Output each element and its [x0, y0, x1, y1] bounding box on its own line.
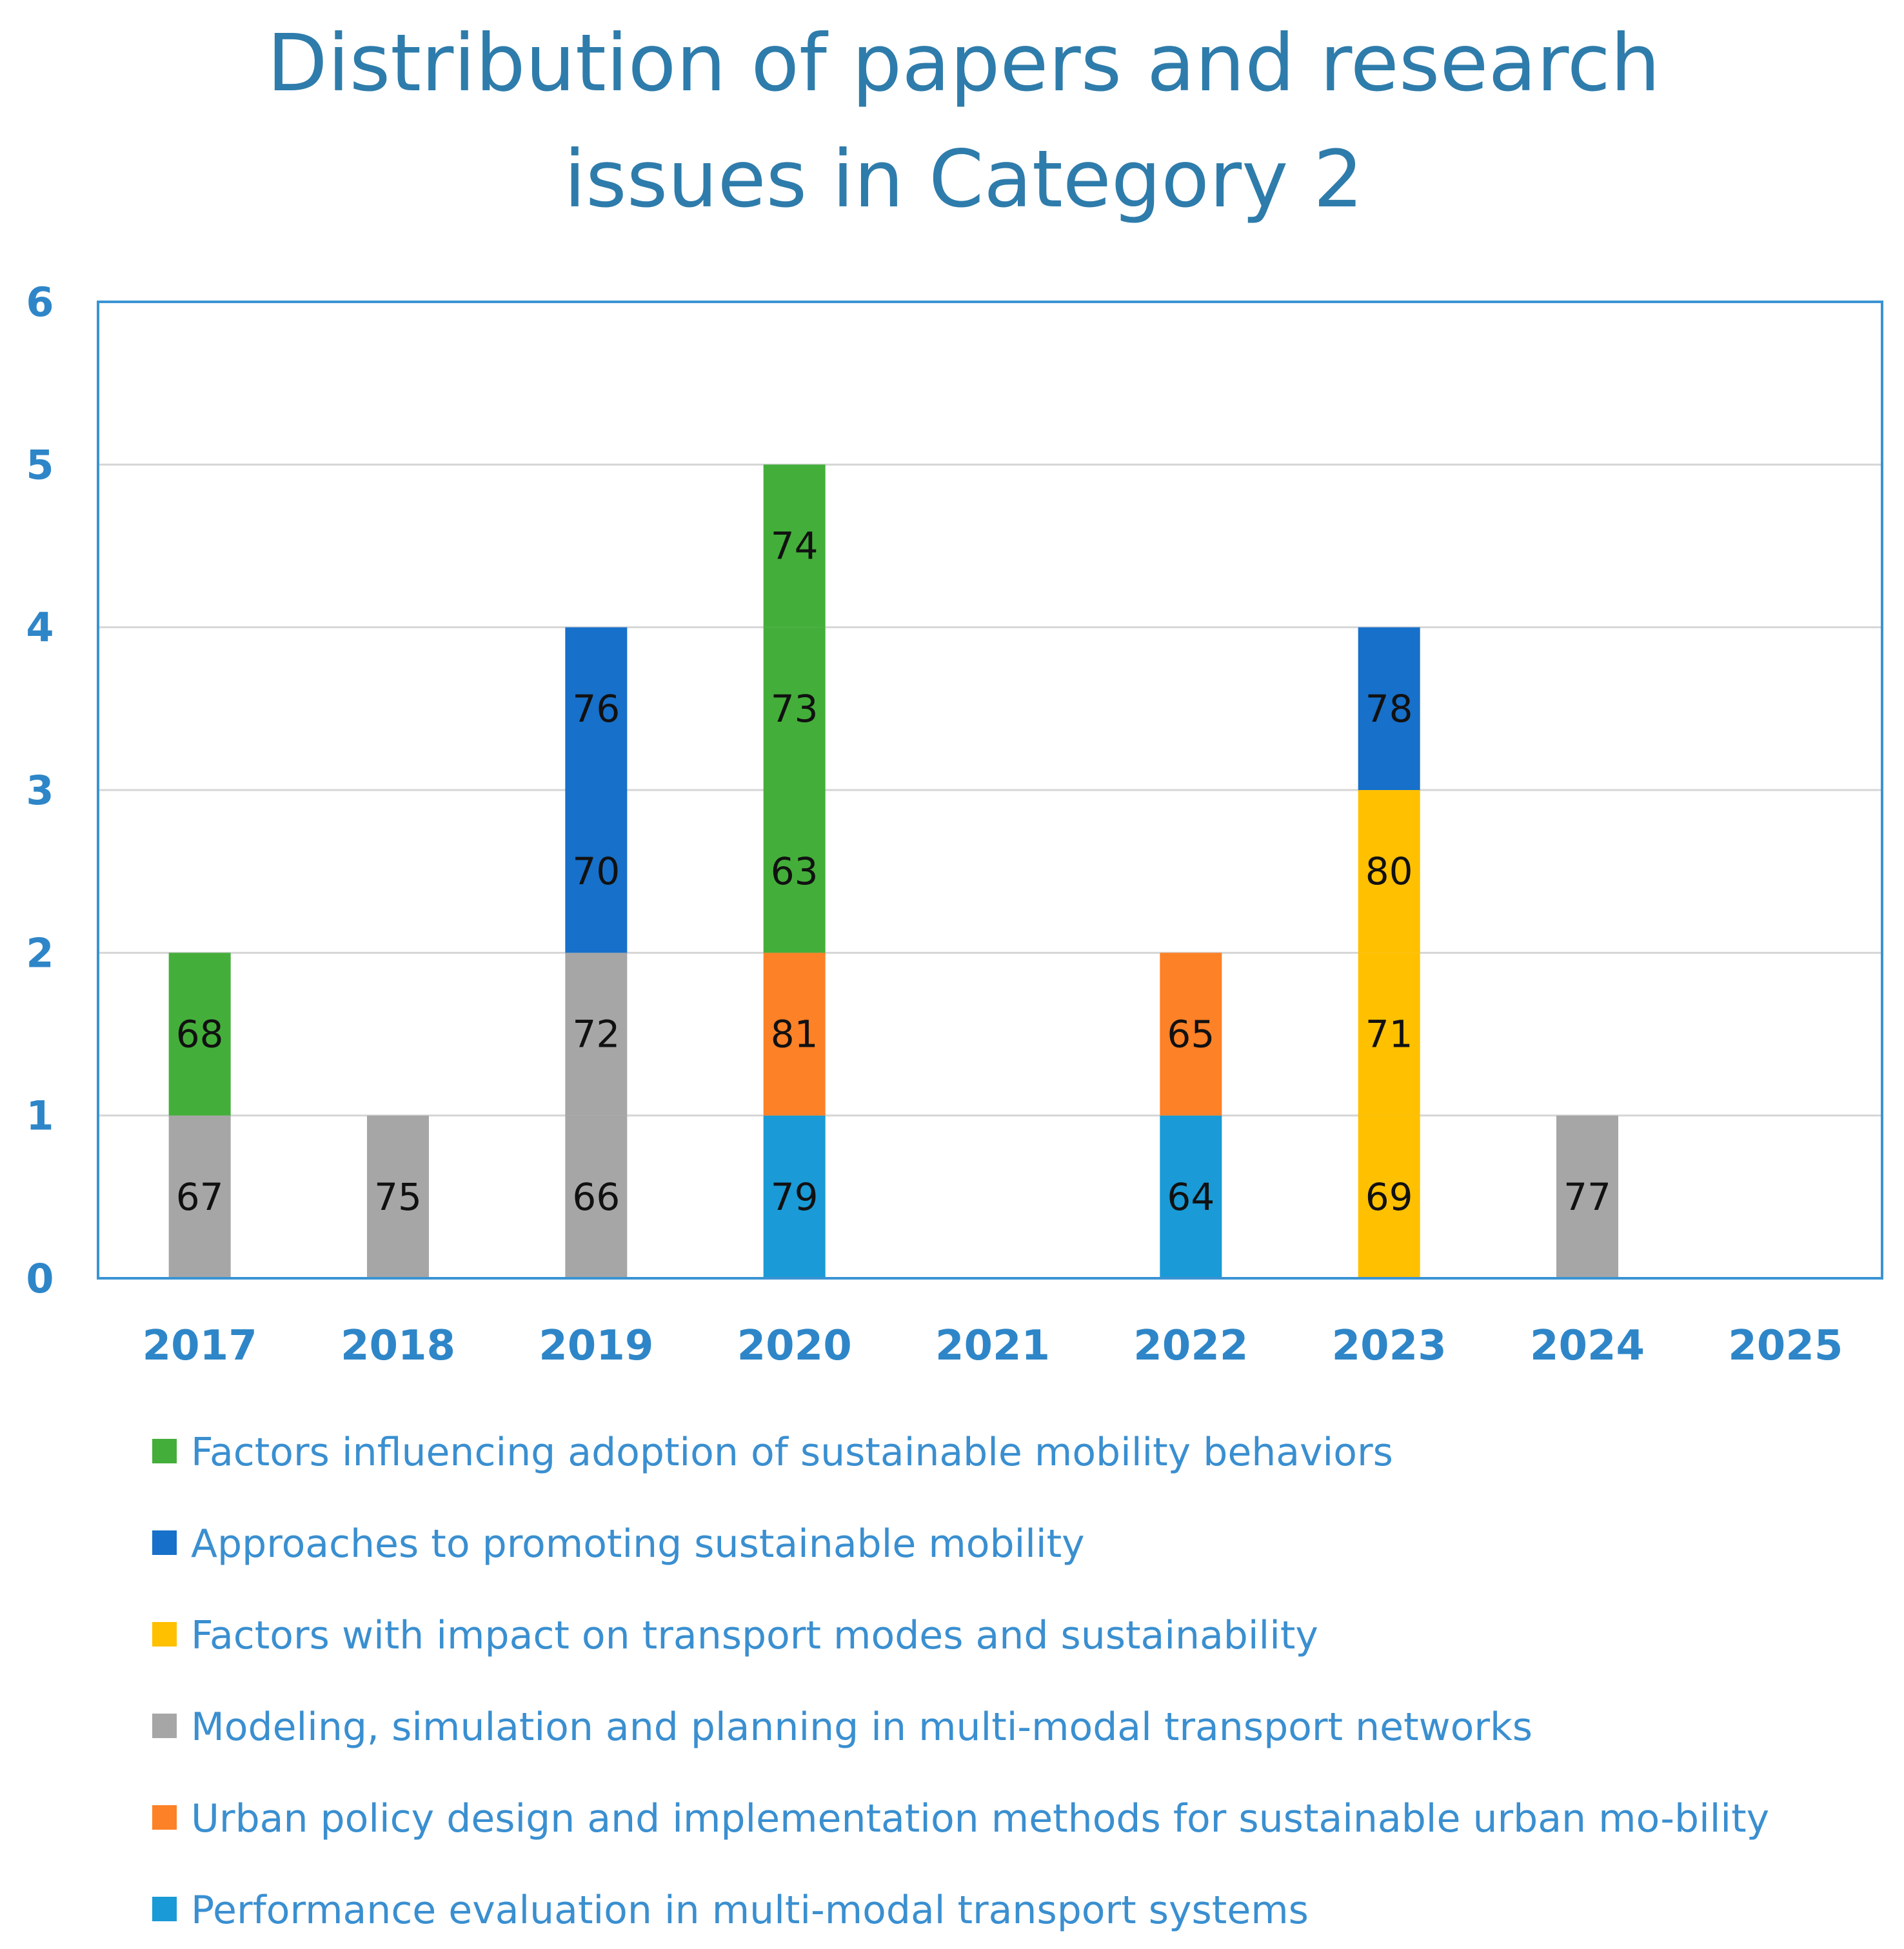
segment-label-80: 80: [1365, 849, 1413, 893]
segment-label-72: 72: [572, 1013, 620, 1056]
legend-swatch-6: [152, 1897, 177, 1921]
legend-label-3: Factors with impact on transport modes a…: [191, 1613, 1318, 1658]
segment-label-75: 75: [374, 1175, 422, 1219]
bar-segment-2020-3: [763, 790, 826, 953]
legend-item-3: Factors with impact on transport modes a…: [152, 1613, 1318, 1658]
segment-label-65: 65: [1167, 1013, 1215, 1056]
bar-segment-2017-2: [168, 953, 231, 1116]
y-tick-label-2: 2: [26, 929, 54, 976]
legend-item-2: Approaches to promoting sustainable mobi…: [152, 1521, 1085, 1567]
segment-label-77: 77: [1563, 1175, 1611, 1219]
x-tick-label-2024: 2024: [1530, 1322, 1645, 1370]
chart-title-line-1: Distribution of papers and research: [267, 17, 1660, 109]
bar-segment-2019-2: [565, 953, 628, 1116]
legend-label-4: Modeling, simulation and planning in mul…: [191, 1705, 1532, 1750]
segment-label-66: 66: [572, 1175, 620, 1219]
segment-label-81: 81: [771, 1013, 818, 1056]
x-axis-ticks: 2017 2018 2019 2020 2021 2022 2023 2024 2025: [143, 1322, 1843, 1370]
y-tick-label-5: 5: [26, 441, 54, 488]
y-axis-ticks: 0 1 2 3 4 5 6: [26, 279, 54, 1302]
segment-label-69: 69: [1365, 1175, 1413, 1219]
segment-label-70: 70: [572, 849, 620, 893]
legend-item-6: Performance evaluation in multi-modal tr…: [152, 1888, 1309, 1933]
legend-label-1: Factors influencing adoption of sustaina…: [191, 1430, 1393, 1475]
bar-segment-2018-1: [367, 1115, 429, 1278]
bar-segment-2019-1: [565, 1115, 628, 1278]
bar-segment-2024-1: [1556, 1115, 1618, 1278]
bar-segment-2020-4: [763, 627, 826, 790]
bar-segment-2022-1: [1160, 1115, 1222, 1278]
legend-item-1: Factors influencing adoption of sustaina…: [152, 1430, 1393, 1475]
legend-item-5: Urban policy design and implementation m…: [152, 1796, 1769, 1841]
x-tick-label-2018: 2018: [341, 1322, 455, 1370]
legend-label-5: Urban policy design and implementation m…: [191, 1796, 1769, 1841]
bar-segment-2023-4: [1358, 627, 1420, 790]
segment-label-76: 76: [572, 687, 620, 731]
x-tick-label-2021: 2021: [935, 1322, 1050, 1370]
y-tick-label-0: 0: [26, 1255, 54, 1302]
bar-segment-2020-1: [763, 1115, 826, 1278]
x-tick-label-2022: 2022: [1133, 1322, 1248, 1370]
bars: [168, 464, 1618, 1278]
x-tick-label-2025: 2025: [1728, 1322, 1843, 1370]
bar-segment-2023-2: [1358, 953, 1420, 1116]
segment-label-78: 78: [1365, 687, 1413, 731]
segment-label-79: 79: [771, 1175, 818, 1219]
plot-area-border: [97, 301, 1883, 1280]
segment-label-64: 64: [1167, 1175, 1215, 1219]
legend-swatch-4: [152, 1714, 177, 1738]
gridlines: [98, 463, 1882, 1117]
legend-swatch-5: [152, 1805, 177, 1830]
chart-title-line-2: issues in Category 2: [564, 134, 1363, 225]
plot-frame: [97, 301, 1883, 1280]
chart-title: Distribution of papers and research issu…: [267, 17, 1660, 225]
segment-label-73: 73: [771, 687, 818, 731]
segment-label-68: 68: [176, 1013, 224, 1056]
segment-label-71: 71: [1365, 1013, 1413, 1056]
y-tick-label-4: 4: [26, 604, 54, 651]
bar-segment-2020-2: [763, 953, 826, 1116]
legend-label-2: Approaches to promoting sustainable mobi…: [191, 1521, 1085, 1567]
bar-segment-2017-1: [168, 1115, 231, 1278]
legend-swatch-1: [152, 1439, 177, 1463]
bar-segment-2019-4: [565, 627, 628, 790]
legend-swatch-2: [152, 1530, 177, 1555]
bar-segment-2023-3: [1358, 790, 1420, 953]
x-tick-label-2019: 2019: [539, 1322, 653, 1370]
legend-swatch-3: [152, 1622, 177, 1647]
segment-label-63: 63: [771, 849, 818, 893]
y-tick-label-6: 6: [26, 279, 54, 326]
x-tick-label-2020: 2020: [737, 1322, 852, 1370]
y-tick-label-3: 3: [26, 767, 54, 814]
legend-item-4: Modeling, simulation and planning in mul…: [152, 1705, 1532, 1750]
bar-segment-2020-5: [763, 464, 826, 628]
legend: Factors influencing adoption of sustaina…: [152, 1430, 1769, 1933]
segment-labels: 67 68 75 66 72 70 76 79 81 63 73 74 64 65 69 71 80 78 77: [176, 524, 1611, 1219]
bar-segment-2019-3: [565, 790, 628, 953]
x-tick-label-2023: 2023: [1332, 1322, 1447, 1370]
segment-label-74: 74: [771, 524, 818, 568]
legend-label-6: Performance evaluation in multi-modal tr…: [191, 1888, 1309, 1933]
bar-segment-2022-2: [1160, 953, 1222, 1116]
segment-label-67: 67: [176, 1175, 224, 1219]
x-tick-label-2017: 2017: [143, 1322, 257, 1370]
bar-segment-2023-1: [1358, 1115, 1420, 1278]
y-tick-label-1: 1: [26, 1093, 54, 1140]
